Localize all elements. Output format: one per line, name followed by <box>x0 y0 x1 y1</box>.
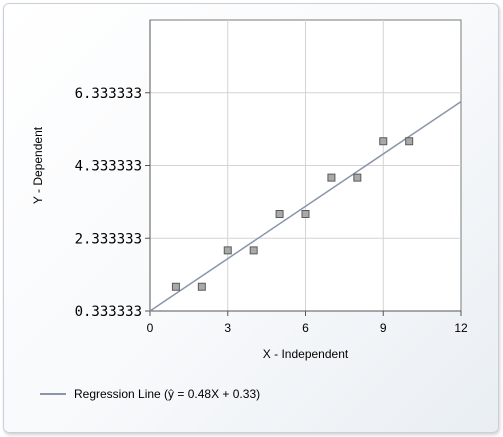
y-tick-label: 2.333333 <box>75 231 142 247</box>
grid-lines <box>150 20 461 311</box>
data-points <box>171 137 414 291</box>
x-tick-label: 12 <box>454 321 468 335</box>
x-tick-label: 3 <box>224 321 231 335</box>
data-point <box>171 282 180 291</box>
data-point <box>301 209 310 218</box>
legend-line-swatch <box>40 393 66 395</box>
tick-labels: 0 3 6 9 12 0.333333 2.333333 4.333333 6.333333 <box>75 86 468 335</box>
x-axis-title: X - Independent <box>263 347 349 361</box>
y-tick-label: 4.333333 <box>75 159 142 175</box>
data-point <box>405 137 414 146</box>
data-point <box>223 246 232 255</box>
data-point <box>249 246 258 255</box>
data-point <box>327 173 336 182</box>
axes <box>145 20 462 316</box>
regression-line <box>149 100 462 312</box>
x-tick-label: 0 <box>147 321 154 335</box>
data-point <box>353 173 362 182</box>
y-tick-label: 6.333333 <box>75 86 142 102</box>
data-point <box>379 137 388 146</box>
y-tick-label: 0.333333 <box>75 304 142 320</box>
x-tick-label: 6 <box>302 321 309 335</box>
y-axis-title: Y - Dependent <box>31 126 45 204</box>
regression-line-layer <box>149 100 462 312</box>
legend-label: Regression Line (ŷ = 0.48X + 0.33) <box>74 387 261 401</box>
data-point <box>275 209 284 218</box>
x-tick-label: 9 <box>380 321 387 335</box>
data-point <box>197 282 206 291</box>
legend: Regression Line (ŷ = 0.48X + 0.33) <box>40 386 260 402</box>
